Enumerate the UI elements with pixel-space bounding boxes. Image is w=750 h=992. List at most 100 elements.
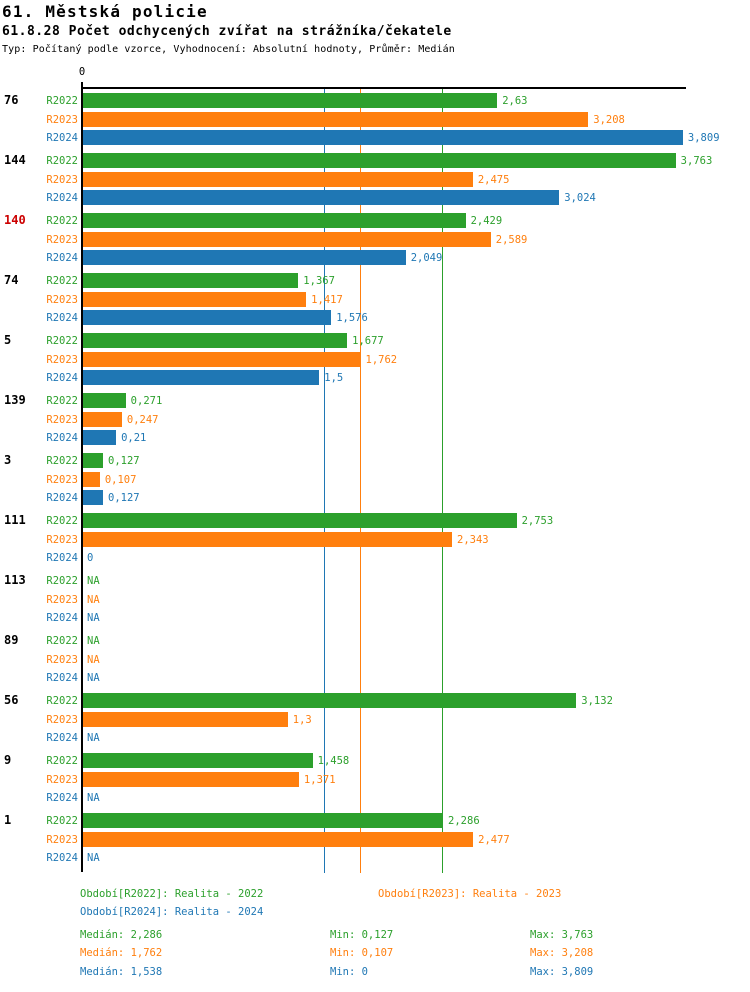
bar-r2023 bbox=[83, 771, 299, 787]
stat-median-r2022: Medián: 2,286 bbox=[80, 929, 163, 941]
value-label: 1,3 bbox=[292, 713, 312, 726]
value-label: 1,677 bbox=[352, 335, 384, 347]
bar-r2024 bbox=[83, 190, 560, 205]
value-label: NA bbox=[87, 852, 100, 864]
bar-r2023 bbox=[83, 831, 474, 847]
series-label-r2024: R2024 bbox=[46, 252, 78, 264]
bar-r2022 bbox=[83, 453, 103, 468]
series-label-r2023: R2023 bbox=[46, 533, 78, 546]
page-title: 61. Městská policie bbox=[2, 2, 208, 21]
bar-r2023 bbox=[83, 231, 491, 247]
series-label-r2023: R2023 bbox=[46, 113, 78, 126]
value-label: 0 bbox=[87, 552, 94, 564]
series-label-r2024: R2024 bbox=[46, 492, 78, 504]
stat-max-r2022: Max: 3,763 bbox=[530, 929, 594, 941]
value-label: 0,247 bbox=[126, 413, 159, 426]
median-line-r2023 bbox=[359, 88, 361, 873]
group-label: 5 bbox=[4, 333, 12, 347]
value-label: 2,343 bbox=[457, 533, 489, 546]
value-label: NA bbox=[87, 612, 100, 624]
bar-r2022 bbox=[83, 753, 313, 768]
value-label: NA bbox=[87, 635, 100, 647]
bar-r2023 bbox=[83, 471, 100, 487]
series-label-r2023: R2023 bbox=[46, 473, 78, 486]
value-label: 0,127 bbox=[108, 492, 140, 504]
group-label: 111 bbox=[4, 513, 26, 527]
bar-r2024 bbox=[83, 130, 683, 145]
series-label-r2024: R2024 bbox=[46, 792, 78, 804]
group-label: 144 bbox=[4, 153, 26, 167]
indicator-subtitle: 61.8.28 Počet odchycených zvířat na strá… bbox=[2, 24, 452, 39]
bar-r2022 bbox=[83, 273, 299, 288]
bar-r2024 bbox=[83, 430, 117, 445]
value-label: NA bbox=[87, 653, 100, 666]
group-label: 140 bbox=[4, 213, 26, 227]
value-label: NA bbox=[87, 672, 100, 684]
series-label-r2023: R2023 bbox=[46, 773, 78, 786]
group-label: 1 bbox=[4, 813, 12, 827]
series-label-r2024: R2024 bbox=[46, 132, 78, 144]
series-label-r2022: R2022 bbox=[46, 635, 78, 647]
value-label: 3,809 bbox=[687, 132, 720, 144]
value-label: 1,458 bbox=[317, 755, 350, 767]
stat-min-r2024: Min: 0 bbox=[330, 966, 368, 978]
series-label-r2022: R2022 bbox=[46, 335, 78, 347]
stat-min-r2023: Min: 0,107 bbox=[330, 947, 394, 959]
group-label: 3 bbox=[4, 453, 12, 467]
bar-r2023 bbox=[83, 531, 453, 547]
group-label: 139 bbox=[4, 393, 26, 407]
series-label-r2023: R2023 bbox=[46, 713, 78, 726]
axis-zero-tick-label: 0 bbox=[78, 66, 86, 78]
bar-r2023 bbox=[83, 711, 288, 727]
value-label: 1,762 bbox=[365, 353, 398, 366]
series-label-r2024: R2024 bbox=[46, 612, 78, 624]
stat-max-r2023: Max: 3,208 bbox=[530, 947, 594, 959]
value-label: NA bbox=[87, 732, 100, 744]
bar-r2024 bbox=[83, 250, 406, 265]
bar-r2023 bbox=[83, 351, 361, 367]
series-label-r2022: R2022 bbox=[46, 275, 78, 287]
value-label: 0,271 bbox=[130, 395, 163, 407]
group-label: 76 bbox=[4, 93, 19, 107]
value-label: 2,049 bbox=[410, 252, 443, 264]
bar-r2023 bbox=[83, 411, 122, 427]
value-label: 3,763 bbox=[680, 155, 713, 167]
group-label: 113 bbox=[4, 573, 26, 587]
bar-r2022 bbox=[83, 513, 517, 528]
value-label: 1,5 bbox=[324, 372, 344, 384]
bar-r2023 bbox=[83, 171, 473, 187]
group-label: 74 bbox=[4, 273, 19, 287]
value-label: 1,371 bbox=[303, 773, 336, 786]
median-line-r2024 bbox=[324, 88, 326, 873]
bar-r2022 bbox=[83, 93, 498, 108]
group-label: 56 bbox=[4, 693, 19, 707]
value-label: 0,127 bbox=[108, 455, 140, 467]
series-label-r2024: R2024 bbox=[46, 432, 78, 444]
legend-item-r2024: Období[R2024]: Realita - 2024 bbox=[80, 906, 264, 918]
value-label: NA bbox=[87, 575, 100, 587]
stat-median-r2024: Medián: 1,538 bbox=[80, 966, 163, 978]
bar-r2023 bbox=[83, 291, 307, 307]
series-label-r2024: R2024 bbox=[46, 312, 78, 324]
series-label-r2022: R2022 bbox=[46, 215, 78, 227]
value-label: 0,21 bbox=[121, 432, 147, 444]
value-label: NA bbox=[87, 593, 100, 606]
value-label: 3,024 bbox=[564, 192, 596, 204]
series-label-r2022: R2022 bbox=[46, 575, 78, 587]
value-label: 3,208 bbox=[593, 113, 625, 126]
series-label-r2023: R2023 bbox=[46, 593, 78, 606]
bar-r2024 bbox=[83, 490, 103, 505]
value-label: 2,589 bbox=[495, 233, 528, 246]
bar-r2022 bbox=[83, 213, 466, 228]
value-label: NA bbox=[87, 792, 100, 804]
bar-r2022 bbox=[83, 153, 676, 168]
stat-max-r2024: Max: 3,809 bbox=[530, 966, 594, 978]
series-label-r2022: R2022 bbox=[46, 455, 78, 467]
bar-r2022 bbox=[83, 393, 126, 408]
series-label-r2024: R2024 bbox=[46, 552, 78, 564]
bar-r2022 bbox=[83, 333, 348, 348]
series-label-r2024: R2024 bbox=[46, 672, 78, 684]
value-label: 2,475 bbox=[477, 173, 510, 186]
series-label-r2022: R2022 bbox=[46, 515, 78, 527]
